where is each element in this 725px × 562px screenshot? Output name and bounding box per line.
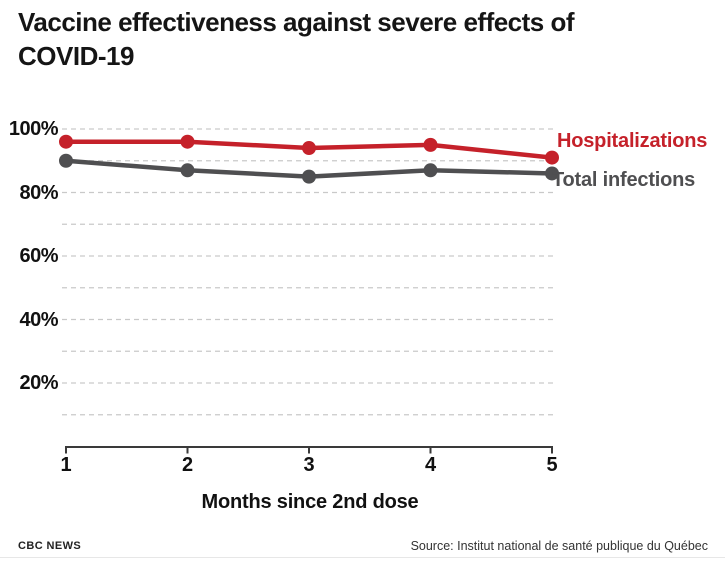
data-point [423, 163, 438, 178]
data-point [302, 141, 316, 156]
x-tick-label: 3 [303, 454, 315, 476]
source-credit: Source: Institut national de santé publi… [410, 539, 708, 553]
chart-title: Vaccine effectiveness against severe eff… [18, 7, 575, 72]
data-point [180, 134, 195, 149]
y-tick-label: 100% [8, 118, 59, 140]
data-point [545, 166, 559, 181]
data-point [180, 163, 195, 178]
y-tick-label: 40% [19, 308, 58, 331]
x-tick-label: 2 [181, 454, 194, 476]
data-point [59, 134, 73, 149]
x-tick-label: 1 [60, 454, 72, 476]
x-tick-label: 4 [424, 454, 437, 476]
y-tick-label: 80% [19, 181, 58, 204]
y-tick-label: 60% [19, 245, 58, 267]
data-point [302, 169, 316, 184]
y-tick-label: 20% [19, 372, 58, 394]
x-tick-label: 5 [546, 454, 558, 476]
brand-credit: CBC NEWS [18, 540, 82, 552]
data-point [423, 137, 438, 152]
legend-label-hospitalizations: Hospitalizations [557, 130, 708, 152]
legend-label-total-infections: Total infections [552, 169, 696, 191]
data-point [545, 150, 559, 165]
data-point [59, 153, 73, 168]
x-axis-title: Months since 2nd dose [201, 491, 419, 513]
bottom-divider [0, 557, 725, 558]
